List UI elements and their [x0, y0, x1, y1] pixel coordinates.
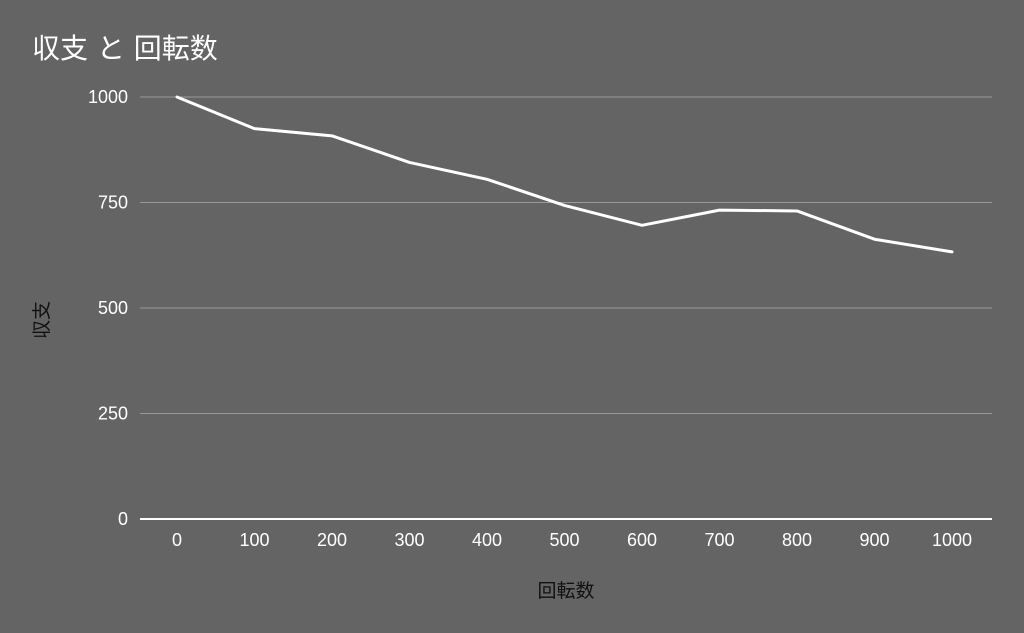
y-axis-ticks: 0 250 500 750 1000 [88, 87, 128, 529]
series-line-0 [175, 95, 954, 254]
x-tick-label: 300 [394, 530, 424, 550]
x-tick-label: 200 [317, 530, 347, 550]
x-axis-label: 回転数 [537, 580, 594, 602]
x-tick-label: 500 [549, 530, 579, 550]
x-tick-label: 800 [782, 530, 812, 550]
x-tick-label: 1000 [932, 530, 972, 550]
chart-title: 収支 と 回転数 [32, 32, 218, 65]
x-tick-label: 400 [472, 530, 502, 550]
y-tick-label: 500 [98, 298, 128, 318]
y-tick-label: 0 [118, 509, 128, 529]
y-axis-label: 収支 [31, 301, 53, 339]
y-tick-label: 1000 [88, 87, 128, 107]
y-tick-label: 750 [98, 193, 128, 213]
x-tick-label: 100 [239, 530, 269, 550]
x-tick-label: 700 [704, 530, 734, 550]
y-tick-label: 250 [98, 404, 128, 424]
x-tick-label: 0 [172, 530, 182, 550]
series-layer [175, 95, 954, 254]
x-axis-ticks: 0 100 200 300 400 500 600 700 800 900 1000 [172, 530, 972, 550]
x-tick-label: 900 [859, 530, 889, 550]
gridlines [140, 96, 992, 520]
x-tick-label: 600 [627, 530, 657, 550]
